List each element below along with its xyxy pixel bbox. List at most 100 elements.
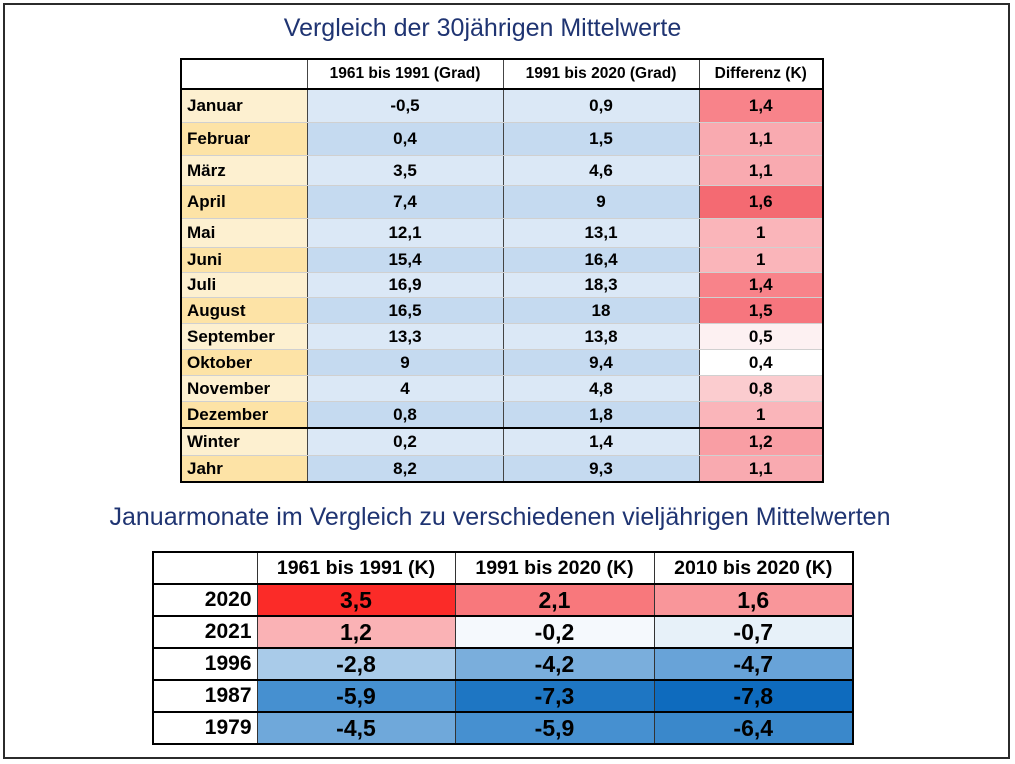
value-1991-2020: 1,4 <box>503 427 700 456</box>
value-1961-1991: 7,4 <box>307 185 504 219</box>
row-label: Juni <box>181 247 308 273</box>
table-row: März 3,5 4,6 1,1 <box>181 155 824 186</box>
january-comparison-table: 1961 bis 1991 (K) 1991 bis 2020 (K) 2010… <box>152 551 854 745</box>
value-1961-1991: 15,4 <box>307 247 504 273</box>
page-title: Vergleich der 30jährigen Mittelwerte <box>283 14 682 42</box>
value-2010-2020: -0,7 <box>654 616 854 649</box>
value-1991-2020: 9,4 <box>503 349 700 376</box>
value-1991-2020: 1,5 <box>503 122 700 156</box>
value-1961-1991: 3,5 <box>307 155 504 186</box>
row-year: 2021 <box>153 616 258 649</box>
value-1961-1991: 1,2 <box>257 616 456 649</box>
row-year: 1996 <box>153 648 258 681</box>
header-cell-1991-2020: 1991 bis 2020 (K) <box>455 552 655 585</box>
value-1991-2020: 1,8 <box>503 401 700 429</box>
table-row: Jahr 8,2 9,3 1,1 <box>181 455 824 483</box>
header-cell-empty <box>181 59 308 90</box>
row-label: Januar <box>181 89 308 123</box>
row-label: Juli <box>181 272 308 298</box>
value-1991-2020: 18 <box>503 297 700 324</box>
row-label: März <box>181 155 308 186</box>
value-2010-2020: 1,6 <box>654 584 854 617</box>
table-row: April 7,4 9 1,6 <box>181 185 824 219</box>
table-row: Juli 16,9 18,3 1,4 <box>181 272 824 298</box>
table-header-row: 1961 bis 1991 (Grad) 1991 bis 2020 (Grad… <box>181 59 824 90</box>
table-row: November 4 4,8 0,8 <box>181 375 824 402</box>
value-1961-1991: 3,5 <box>257 584 456 617</box>
value-1991-2020: 9 <box>503 185 700 219</box>
value-differenz: 1 <box>699 401 824 429</box>
table-row: Juni 15,4 16,4 1 <box>181 247 824 273</box>
header-cell-1961-1991: 1961 bis 1991 (K) <box>257 552 456 585</box>
row-label: Februar <box>181 122 308 156</box>
value-1961-1991: 0,4 <box>307 122 504 156</box>
value-1991-2020: 13,1 <box>503 218 700 248</box>
value-1961-1991: 0,8 <box>307 401 504 429</box>
row-year: 1979 <box>153 712 258 745</box>
value-1961-1991: 12,1 <box>307 218 504 248</box>
section-title: Januarmonate im Vergleich zu verschieden… <box>109 503 891 531</box>
table-row: 2021 1,2 -0,2 -0,7 <box>153 616 854 649</box>
value-1991-2020: -5,9 <box>455 712 655 745</box>
table-row: Dezember 0,8 1,8 1 <box>181 401 824 429</box>
table-row: 1979 -4,5 -5,9 -6,4 <box>153 712 854 745</box>
row-year: 1987 <box>153 680 258 713</box>
value-1991-2020: -7,3 <box>455 680 655 713</box>
row-label: Oktober <box>181 349 308 376</box>
value-1991-2020: 2,1 <box>455 584 655 617</box>
header-cell-1961-1991: 1961 bis 1991 (Grad) <box>307 59 504 90</box>
value-differenz: 1 <box>699 218 824 248</box>
table-row: August 16,5 18 1,5 <box>181 297 824 324</box>
header-cell-differenz: Differenz (K) <box>699 59 824 90</box>
value-1991-2020: 18,3 <box>503 272 700 298</box>
row-label: Mai <box>181 218 308 248</box>
mean-values-table: 1961 bis 1991 (Grad) 1991 bis 2020 (Grad… <box>180 58 824 483</box>
value-differenz: 1,4 <box>699 272 824 298</box>
value-1991-2020: 9,3 <box>503 455 700 483</box>
value-1961-1991: 8,2 <box>307 455 504 483</box>
value-differenz: 1,5 <box>699 297 824 324</box>
value-2010-2020: -6,4 <box>654 712 854 745</box>
row-label: Jahr <box>181 455 308 483</box>
value-differenz: 1,1 <box>699 455 824 483</box>
table-row: Februar 0,4 1,5 1,1 <box>181 122 824 156</box>
header-cell-empty <box>153 552 258 585</box>
value-differenz: 1,1 <box>699 155 824 186</box>
value-1961-1991: 13,3 <box>307 323 504 350</box>
row-label: November <box>181 375 308 402</box>
row-label: April <box>181 185 308 219</box>
header-cell-1991-2020: 1991 bis 2020 (Grad) <box>503 59 700 90</box>
value-2010-2020: -4,7 <box>654 648 854 681</box>
row-year: 2020 <box>153 584 258 617</box>
value-1961-1991: 9 <box>307 349 504 376</box>
value-1961-1991: -5,9 <box>257 680 456 713</box>
value-1961-1991: -0,5 <box>307 89 504 123</box>
value-differenz: 1,1 <box>699 122 824 156</box>
value-differenz: 1,2 <box>699 427 824 456</box>
value-1961-1991: -2,8 <box>257 648 456 681</box>
value-1991-2020: 16,4 <box>503 247 700 273</box>
value-1961-1991: 4 <box>307 375 504 402</box>
row-label: Winter <box>181 427 308 456</box>
row-label: September <box>181 323 308 350</box>
row-label: Dezember <box>181 401 308 429</box>
value-1991-2020: 4,8 <box>503 375 700 402</box>
value-1961-1991: 16,9 <box>307 272 504 298</box>
value-1961-1991: 0,2 <box>307 427 504 456</box>
value-1961-1991: 16,5 <box>307 297 504 324</box>
table-row: 2020 3,5 2,1 1,6 <box>153 584 854 617</box>
value-differenz: 1 <box>699 247 824 273</box>
value-differenz: 1,6 <box>699 185 824 219</box>
value-1991-2020: 0,9 <box>503 89 700 123</box>
value-2010-2020: -7,8 <box>654 680 854 713</box>
value-differenz: 0,8 <box>699 375 824 402</box>
value-1991-2020: -0,2 <box>455 616 655 649</box>
value-differenz: 0,4 <box>699 349 824 376</box>
table-row: Mai 12,1 13,1 1 <box>181 218 824 248</box>
value-differenz: 1,4 <box>699 89 824 123</box>
table-row: Winter 0,2 1,4 1,2 <box>181 427 824 456</box>
row-label: August <box>181 297 308 324</box>
table-row: Januar -0,5 0,9 1,4 <box>181 89 824 123</box>
value-1991-2020: 4,6 <box>503 155 700 186</box>
value-1991-2020: 13,8 <box>503 323 700 350</box>
